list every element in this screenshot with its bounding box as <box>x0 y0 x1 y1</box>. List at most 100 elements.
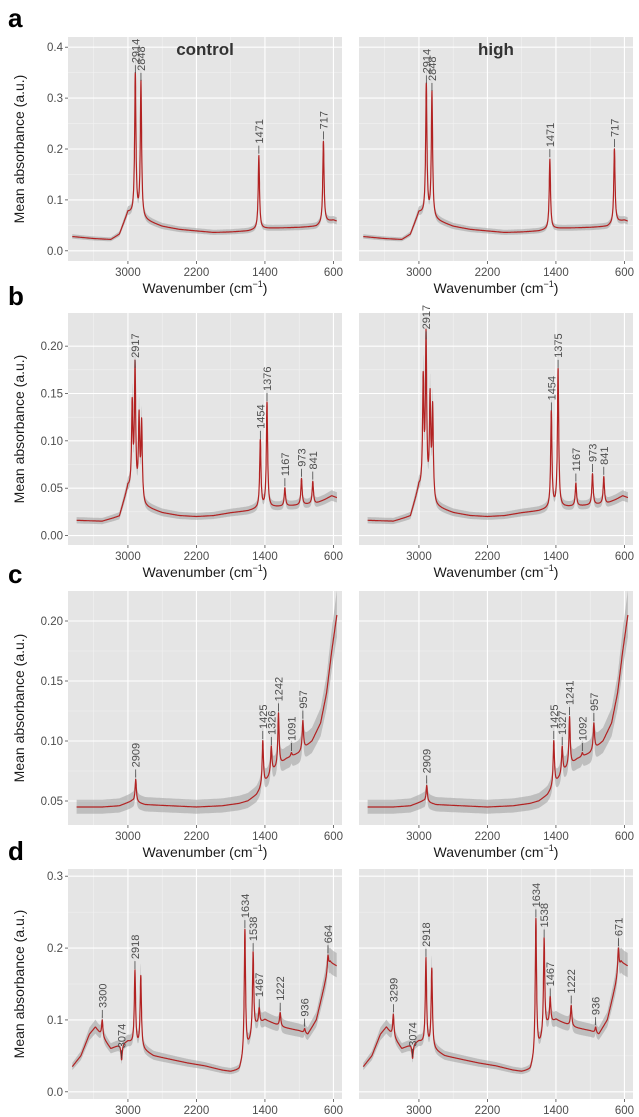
x-tick-label: 600 <box>615 551 634 563</box>
peak-label-1538: 1538 <box>539 903 551 927</box>
peak-label-1375: 1375 <box>553 333 565 357</box>
x-tick-label: 1400 <box>543 1105 569 1117</box>
y-tick-label: 0.2 <box>47 943 63 955</box>
peak-label-2848: 2848 <box>427 57 439 81</box>
peak-label-717: 717 <box>609 119 621 137</box>
peak-label-936: 936 <box>300 998 312 1016</box>
peak-label-1376: 1376 <box>262 366 274 390</box>
x-tick-label: 1400 <box>252 831 278 843</box>
peak-label-1326: 1326 <box>266 711 278 735</box>
peak-label-1467: 1467 <box>545 962 557 986</box>
panel-background <box>68 591 342 825</box>
x-axis-title: Wavenumber (cm−1) <box>143 279 268 296</box>
x-tick-label: 3000 <box>115 267 141 279</box>
peak-label-1241: 1241 <box>565 681 577 705</box>
peak-label-2918: 2918 <box>130 935 142 959</box>
x-tick-label: 3000 <box>406 267 432 279</box>
x-tick-label: 600 <box>324 831 343 843</box>
y-axis-title: Mean absorbance (a.u.) <box>11 910 27 1059</box>
x-tick-label: 3000 <box>406 551 432 563</box>
y-tick-label: 0.20 <box>41 616 63 628</box>
peak-label-973: 973 <box>587 444 599 462</box>
peak-label-1091: 1091 <box>286 717 298 741</box>
peak-label-1167: 1167 <box>280 453 292 477</box>
spectrum-sd-band <box>363 901 628 1075</box>
x-axis-title: Wavenumber (cm−1) <box>434 563 559 580</box>
mean-spectrum-line <box>71 928 337 1072</box>
y-tick-label: 0.1 <box>47 195 63 207</box>
peak-label-841: 841 <box>599 446 611 464</box>
y-tick-label: 0.10 <box>41 436 63 448</box>
peak-label-3074: 3074 <box>117 1024 129 1048</box>
mean-spectrum-line <box>363 82 628 240</box>
mean-spectrum-line <box>362 917 628 1072</box>
x-tick-label: 2200 <box>184 267 210 279</box>
x-tick-label: 1400 <box>252 267 278 279</box>
x-tick-label: 1400 <box>252 551 278 563</box>
spectrum-sd-band <box>367 308 628 525</box>
mean-spectrum-line <box>367 328 629 522</box>
row-letter-b: b <box>8 281 24 311</box>
peak-label-1454: 1454 <box>546 376 558 400</box>
peak-label-2914: 2914 <box>130 39 142 63</box>
peak-label-2909: 2909 <box>422 749 434 773</box>
peak-label-1538: 1538 <box>248 917 260 941</box>
facet-label-control: control <box>176 40 234 59</box>
peak-label-1425: 1425 <box>549 705 561 729</box>
peak-label-1471: 1471 <box>545 123 557 147</box>
x-tick-label: 2200 <box>475 267 501 279</box>
panel-c-control: 3000 2200 1400 6000.050.100.150.20290914251… <box>41 590 343 860</box>
y-tick-label: 0.3 <box>47 93 63 105</box>
y-tick-label: 0.0 <box>47 246 63 258</box>
x-tick-label: 1400 <box>543 831 569 843</box>
x-tick-label: 1400 <box>252 1105 278 1117</box>
x-tick-label: 600 <box>324 551 343 563</box>
x-axis-title: Wavenumber (cm−1) <box>143 843 268 860</box>
peak-label-2917: 2917 <box>130 333 142 357</box>
peak-label-1454: 1454 <box>255 404 267 428</box>
row-letter-c: c <box>8 559 22 589</box>
y-tick-label: 0.0 <box>47 1087 63 1099</box>
peak-label-1471: 1471 <box>254 119 266 143</box>
peak-label-2918: 2918 <box>421 922 433 946</box>
y-tick-label: 0.3 <box>47 871 63 883</box>
panel-background <box>359 591 633 825</box>
peak-label-1634: 1634 <box>531 883 543 907</box>
panel-b-control: 3000 2200 1400 600 0.00 0.05 0.10 0.15 0.20 2917 1… <box>41 313 343 580</box>
x-axis-title: Wavenumber (cm−1) <box>143 563 268 580</box>
peak-label-2909: 2909 <box>131 743 143 767</box>
x-axis-title: Wavenumber (cm−1) <box>434 279 559 296</box>
y-tick-label: 0.05 <box>41 796 63 808</box>
x-tick-label: 1400 <box>543 551 569 563</box>
peak-label-2848: 2848 <box>136 46 148 70</box>
peak-label-1167: 1167 <box>571 448 583 472</box>
x-tick-label: 600 <box>324 267 343 279</box>
x-axis-title: Wavenumber (cm−1) <box>434 843 559 860</box>
y-axis-title: Mean absorbance (a.u.) <box>11 634 27 783</box>
peak-label-671: 671 <box>613 918 625 936</box>
peak-label-1242: 1242 <box>273 677 285 701</box>
y-tick-label: 0.2 <box>47 144 63 156</box>
y-tick-label: 0.15 <box>41 676 63 688</box>
peak-label-2917: 2917 <box>421 305 433 329</box>
peak-label-1467: 1467 <box>254 973 266 997</box>
peak-label-717: 717 <box>318 111 330 129</box>
y-tick-label: 0.15 <box>41 388 63 400</box>
peak-label-3300: 3300 <box>97 983 109 1007</box>
x-tick-label: 3000 <box>115 1105 141 1117</box>
peak-label-664: 664 <box>323 925 335 943</box>
row-letter-d: d <box>8 836 24 866</box>
x-tick-label: 1400 <box>543 267 569 279</box>
peak-label-973: 973 <box>296 448 308 466</box>
x-tick-label: 2200 <box>184 831 210 843</box>
peak-label-936: 936 <box>591 997 603 1015</box>
peak-label-957: 957 <box>298 690 310 708</box>
y-tick-label: 0.4 <box>47 42 64 54</box>
y-axis-title: Mean absorbance (a.u.) <box>11 355 27 504</box>
x-tick-label: 2200 <box>184 551 210 563</box>
mean-spectrum-line <box>367 614 629 808</box>
x-tick-label: 2200 <box>475 551 501 563</box>
